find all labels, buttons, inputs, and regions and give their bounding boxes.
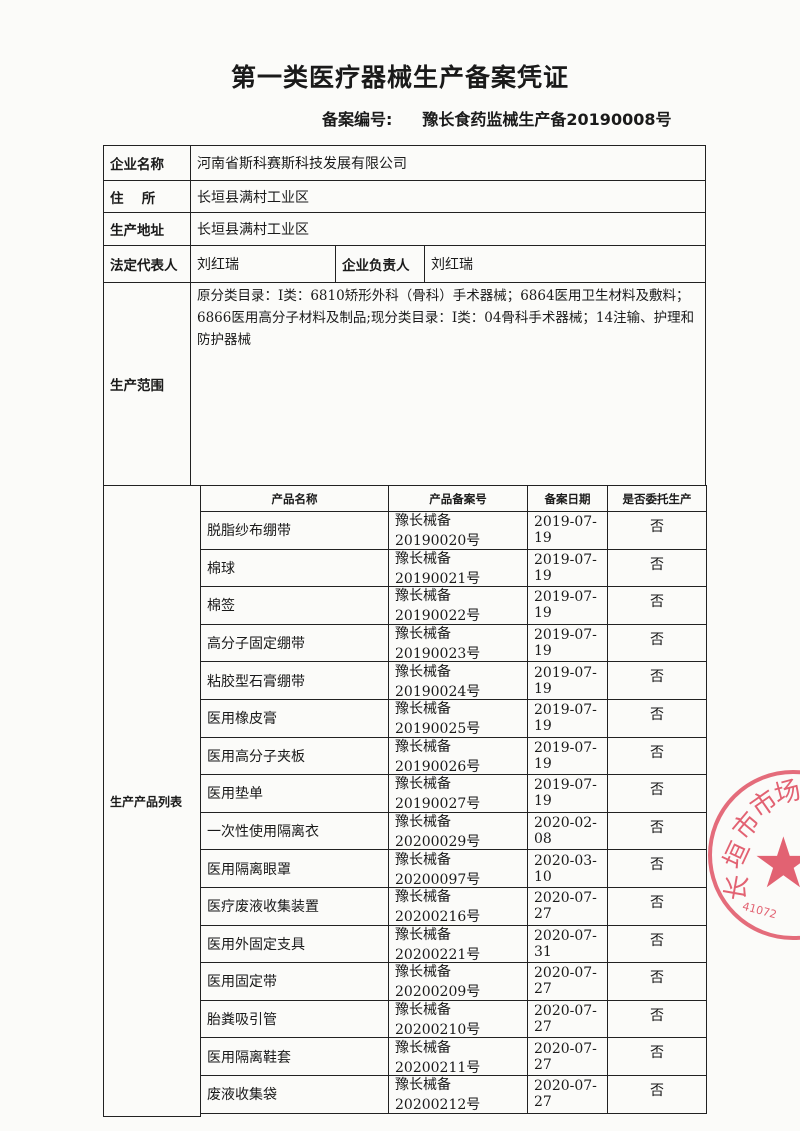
filing-date: 2019-07-19 bbox=[527, 661, 608, 700]
company-label: 企业名称 bbox=[103, 145, 191, 181]
product-filing-number: 豫长械备20190021号 bbox=[388, 548, 528, 588]
entrusted-production: 否 bbox=[607, 774, 707, 813]
entrusted-production: 否 bbox=[607, 511, 707, 550]
product-name: 胎粪吸引管 bbox=[200, 999, 389, 1039]
product-name: 医用隔离鞋套 bbox=[200, 1037, 389, 1076]
product-filing-number: 豫长械备20190020号 bbox=[388, 511, 528, 550]
product-name: 医用垫单 bbox=[200, 774, 389, 813]
page-title: 第一类医疗器械生产备案凭证 bbox=[230, 63, 569, 92]
entrusted-production: 否 bbox=[607, 924, 707, 964]
filing-date: 2020-07-27 bbox=[527, 1037, 608, 1076]
entrusted-production: 否 bbox=[607, 1037, 707, 1076]
residence-value: 长垣县满村工业区 bbox=[190, 180, 706, 213]
product-filing-number: 豫长械备20200212号 bbox=[388, 1075, 528, 1114]
filing-date: 2020-02-08 bbox=[527, 811, 608, 851]
filing-date: 2019-07-19 bbox=[527, 623, 608, 663]
product-name: 医疗废液收集装置 bbox=[200, 887, 389, 926]
product-filing-number: 豫长械备20200209号 bbox=[388, 962, 528, 1001]
product-filing-number: 豫长械备20190024号 bbox=[388, 661, 528, 700]
filing-date: 2019-07-19 bbox=[527, 586, 608, 625]
official-seal: ★ 长 垣 市 市 场 监 41072 bbox=[708, 770, 800, 940]
production-address-value: 长垣县满村工业区 bbox=[190, 212, 706, 246]
filing-date: 2020-07-27 bbox=[527, 1075, 608, 1114]
product-name: 医用外固定支具 bbox=[200, 924, 389, 964]
filing-date: 2020-03-10 bbox=[527, 849, 608, 888]
star-icon: ★ bbox=[752, 822, 800, 904]
entrusted-production: 否 bbox=[607, 548, 707, 588]
entrusted-production: 否 bbox=[607, 1075, 707, 1114]
product-filing-number: 豫长械备20190025号 bbox=[388, 699, 528, 738]
product-filing-number: 豫长械备20200216号 bbox=[388, 887, 528, 926]
entrusted-production: 否 bbox=[607, 586, 707, 625]
legal-rep-value: 刘红瑞 bbox=[190, 245, 336, 283]
product-name: 医用固定带 bbox=[200, 962, 389, 1001]
product-filing-number: 豫长械备20190026号 bbox=[388, 736, 528, 776]
product-name: 医用高分子夹板 bbox=[200, 736, 389, 776]
column-header: 是否委托生产 bbox=[607, 485, 707, 512]
product-name: 医用隔离眼罩 bbox=[200, 849, 389, 888]
product-name: 棉签 bbox=[200, 586, 389, 625]
column-header: 备案日期 bbox=[527, 485, 608, 512]
entrusted-production: 否 bbox=[607, 811, 707, 851]
entrusted-production: 否 bbox=[607, 849, 707, 888]
entrusted-production: 否 bbox=[607, 887, 707, 926]
residence-label: 住 所 bbox=[103, 180, 191, 213]
product-name: 脱脂纱布绷带 bbox=[200, 511, 389, 550]
column-header: 产品备案号 bbox=[388, 485, 528, 512]
product-name: 一次性使用隔离衣 bbox=[200, 811, 389, 851]
product-name: 高分子固定绷带 bbox=[200, 623, 389, 663]
company-head-label: 企业负责人 bbox=[335, 245, 425, 283]
company-value: 河南省斯科赛斯科技发展有限公司 bbox=[190, 145, 706, 181]
filing-date: 2020-07-27 bbox=[527, 962, 608, 1001]
company-head-value: 刘红瑞 bbox=[424, 245, 706, 283]
product-filing-number: 豫长械备20190023号 bbox=[388, 623, 528, 663]
entrusted-production: 否 bbox=[607, 962, 707, 1001]
product-filing-number: 豫长械备20200210号 bbox=[388, 999, 528, 1039]
filing-date: 2019-07-19 bbox=[527, 511, 608, 550]
registration-value: 豫长食药监械生产备20190008号 bbox=[422, 110, 672, 129]
entrusted-production: 否 bbox=[607, 699, 707, 738]
product-name: 棉球 bbox=[200, 548, 389, 588]
entrusted-production: 否 bbox=[607, 623, 707, 663]
entrusted-production: 否 bbox=[607, 999, 707, 1039]
product-filing-number: 豫长械备20200221号 bbox=[388, 924, 528, 964]
scope-label: 生产范围 bbox=[103, 282, 191, 486]
product-name: 粘胶型石膏绷带 bbox=[200, 661, 389, 700]
product-name: 废液收集袋 bbox=[200, 1075, 389, 1114]
product-name: 医用橡皮膏 bbox=[200, 699, 389, 738]
filing-date: 2019-07-19 bbox=[527, 774, 608, 813]
products-label: 生产产品列表 bbox=[103, 485, 201, 1117]
filing-date: 2019-07-19 bbox=[527, 548, 608, 588]
column-header: 产品名称 bbox=[200, 485, 389, 512]
filing-date: 2020-07-31 bbox=[527, 924, 608, 964]
filing-date: 2019-07-19 bbox=[527, 736, 608, 776]
filing-date: 2019-07-19 bbox=[527, 699, 608, 738]
entrusted-production: 否 bbox=[607, 661, 707, 700]
scope-value: 原分类目录：Ⅰ类：6810矫形外科（骨科）手术器械；6864医用卫生材料及敷料；… bbox=[190, 282, 706, 486]
entrusted-production: 否 bbox=[607, 736, 707, 776]
product-filing-number: 豫长械备20200211号 bbox=[388, 1037, 528, 1076]
filing-date: 2020-07-27 bbox=[527, 999, 608, 1039]
product-filing-number: 豫长械备20190022号 bbox=[388, 586, 528, 625]
legal-rep-label: 法定代表人 bbox=[103, 245, 191, 283]
registration-number: 备案编号: 豫长食药监械生产备20190008号 bbox=[322, 106, 701, 130]
filing-date: 2020-07-27 bbox=[527, 887, 608, 926]
production-address-label: 生产地址 bbox=[103, 212, 191, 246]
product-filing-number: 豫长械备20200029号 bbox=[388, 811, 528, 851]
product-filing-number: 豫长械备20200097号 bbox=[388, 849, 528, 888]
product-filing-number: 豫长械备20190027号 bbox=[388, 774, 528, 813]
registration-label: 备案编号: bbox=[322, 110, 393, 129]
